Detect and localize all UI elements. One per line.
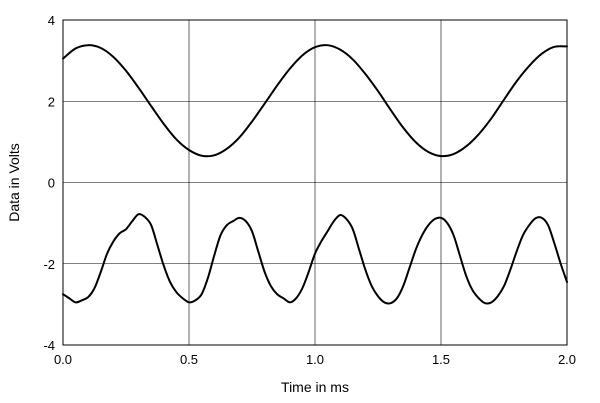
series-line-2: [62, 213, 568, 305]
series-line-1: [62, 44, 568, 158]
y-tick-label: 4: [48, 13, 55, 28]
x-tick-label: 1.0: [306, 352, 324, 367]
x-tick-label: 2.0: [558, 352, 576, 367]
y-tick-label: 2: [48, 94, 55, 109]
x-tick-label: 0.5: [180, 352, 198, 367]
x-tick-label: 0.0: [54, 352, 72, 367]
x-tick-label: 1.5: [432, 352, 450, 367]
tick-labels: 0.0 0.5 1.0 1.5 2.0 -4 -2 0 2 4: [43, 13, 576, 367]
plot-area-frame: [62, 19, 568, 346]
x-axis-label: Time in ms: [281, 379, 349, 395]
y-tick-label: 0: [48, 176, 55, 191]
y-tick-label: -2: [43, 257, 55, 272]
y-tick-label: -4: [43, 338, 55, 353]
series-layer: [62, 44, 568, 305]
y-axis-label: Data in Volts: [6, 143, 22, 222]
